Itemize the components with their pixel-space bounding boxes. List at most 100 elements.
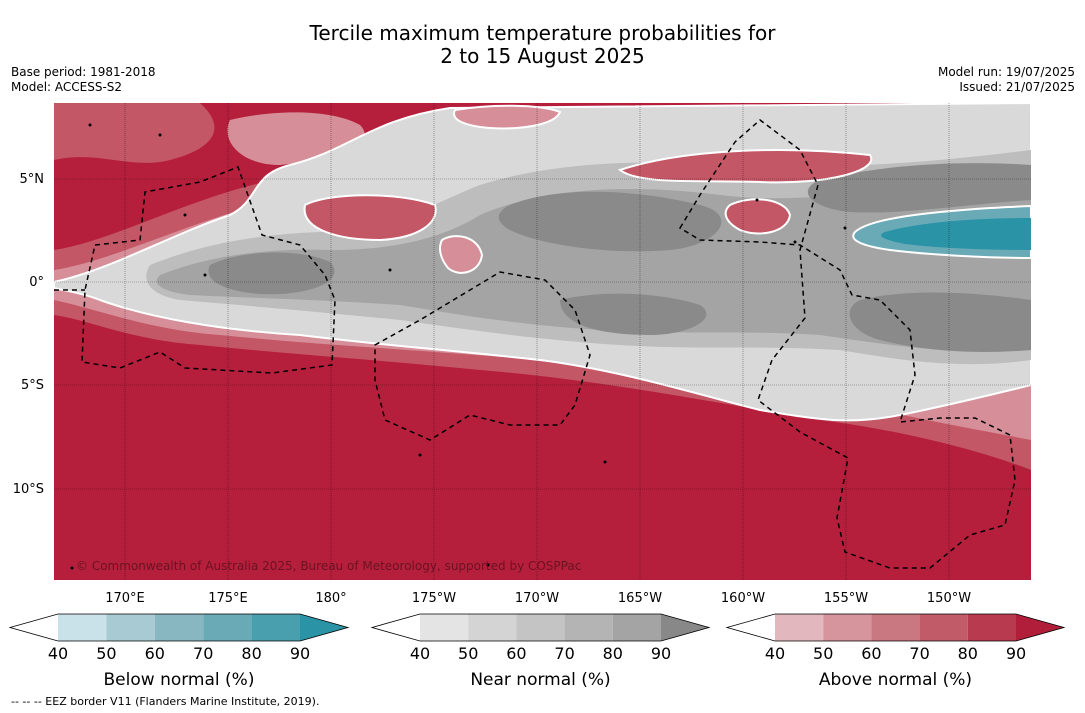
colorbar-segment [775,614,824,641]
colorbar-near-normal: 40 50 60 70 80 90 Near normal (%) [370,613,711,690]
colorbar-tick-label: 70 [909,644,929,663]
colorbar-tip-high [1016,614,1064,641]
eez-border-kiribati-gilbert [81,166,336,374]
island [388,268,392,272]
chart-title: Tercile maximum temperature probabilitie… [0,22,1085,68]
colorbar-tick-label: 40 [48,644,68,663]
island [755,198,759,202]
island [203,273,207,277]
near-normal-darkest-east [807,163,1031,213]
island [158,133,162,137]
colorbar-title: Near normal (%) [470,670,610,690]
colorbar-segment [154,614,204,641]
colorbar-segment [420,614,469,641]
colorbar-tick-label: 60 [861,644,881,663]
above-normal-patch-4 [439,235,484,274]
colorbar-tick-label: 40 [410,644,430,663]
base-period: Base period: 1981-2018 [11,65,156,79]
eez-footer-note: -- -- -- EEZ border V11 (Flanders Marine… [11,695,320,708]
lat-label-5n: 5°N [20,172,45,187]
below-normal-core [881,218,1031,250]
lon-label-150w: 150°W [927,591,971,606]
colorbar-tip-low [10,614,58,641]
colorbar-outline [8,613,350,642]
colorbar-tick-label: 70 [554,644,574,663]
meta-left: Base period: 1981-2018 Model: ACCESS-S2 [11,65,156,95]
colorbar-tip-high [300,614,348,641]
eez-border-phoenix [374,271,591,441]
above-normal-patch-2 [617,149,873,184]
issued-date: Issued: 21/07/2025 [959,80,1075,94]
lon-label-180: 180° [315,591,346,606]
colorbar-tick-label: 80 [241,644,261,663]
island [793,240,797,244]
colorbar-segment [967,614,1016,641]
colorbar-tip-high [661,614,709,641]
colorbar-segment [106,614,155,641]
model-name: Model: ACCESS-S2 [11,80,123,94]
lat-label-5s: 5°S [21,378,44,393]
title-line-1: Tercile maximum temperature probabilitie… [309,21,776,45]
lon-label-170e: 170°E [105,591,145,606]
near-normal-dark-region [156,175,1031,352]
above-normal-patch-5 [453,104,562,130]
island [70,566,74,570]
above-normal-patch-1 [303,194,437,242]
colorbar-tick-label: 80 [603,644,623,663]
island [418,453,422,457]
colorbar-tick-label: 70 [193,644,213,663]
colorbar-title: Above normal (%) [819,670,972,690]
near-normal-darkest-south [560,293,707,335]
island [486,563,490,567]
lon-label-170w: 170°W [515,591,559,606]
colorbar-tick-label: 40 [765,644,785,663]
colorbar-segment [564,614,613,641]
model-run: Model run: 19/07/2025 [937,65,1075,79]
colorbar-outline [725,613,1066,642]
colorbar-segment [516,614,565,641]
colorbar-tick-label: 90 [290,644,310,663]
eez-borders [54,119,1016,569]
island [603,460,607,464]
lat-label-10s: 10°S [13,482,44,497]
colorbar-segment [823,614,872,641]
title-line-2: 2 to 15 August 2025 [440,44,645,68]
colorbar-tick-label: 50 [458,644,478,663]
lon-label-175w: 175°W [412,591,456,606]
lat-label-equator: 0° [29,275,44,290]
gridlines [54,103,1031,580]
map-area: © Commonwealth of Australia 2025, Bureau… [54,103,1031,580]
colorbar-segment [203,614,252,641]
colorbar-tick-label: 50 [813,644,833,663]
copyright-text: © Commonwealth of Australia 2025, Bureau… [76,559,581,573]
above-normal-patch-3 [724,198,792,235]
lon-label-160w: 160°W [721,591,765,606]
colorbar-tip-low [727,614,775,641]
near-normal-darkest-west [208,252,335,295]
colorbar-below-normal: 40 50 60 70 80 90 Below normal (%) [8,613,350,690]
colorbar-segment [58,614,107,641]
colorbar-tick-label: 90 [1006,644,1026,663]
lon-label-165w: 165°W [618,591,662,606]
colorbar-title: Below normal (%) [104,670,255,690]
lon-label-155w: 155°W [824,591,868,606]
above-normal-mid-west [54,103,215,163]
meta-right: Model run: 19/07/2025 Issued: 21/07/2025 [938,65,1075,95]
colorbar-segment [919,614,968,641]
near-normal-darkest-central [498,191,722,252]
island [88,123,92,127]
colorbar-tick-label: 60 [506,644,526,663]
colorbar-tick-label: 90 [651,644,671,663]
eez-border-line-islands [678,119,1016,569]
colorbar-segment [871,614,920,641]
colorbar-segment [468,614,517,641]
colorbar-tick-label: 60 [145,644,165,663]
island [183,213,187,217]
colorbar-tick-label: 80 [958,644,978,663]
colorbar-tip-low [372,614,420,641]
colorbar-outline [370,613,711,642]
colorbar-tick-label: 50 [96,644,116,663]
colorbar-above-normal: 40 50 60 70 80 90 Above normal (%) [725,613,1066,690]
colorbar-segment [251,614,300,641]
